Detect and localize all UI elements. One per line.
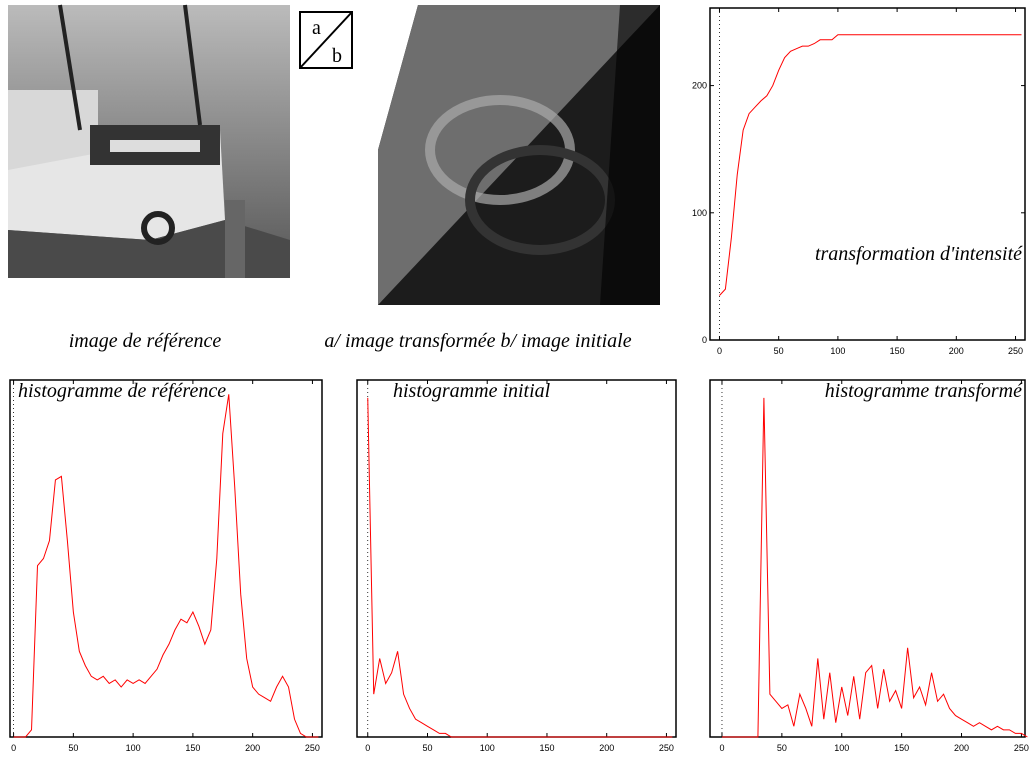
x-tick-label: 0 [365, 743, 370, 753]
x-tick-label: 0 [717, 346, 722, 356]
plot-frame [356, 379, 677, 738]
x-tick-label: 50 [422, 743, 432, 753]
data-line [13, 394, 319, 738]
x-tick-label: 50 [777, 743, 787, 753]
legend-box: a b [299, 11, 353, 69]
x-tick-label: 250 [659, 743, 674, 753]
chart-title: histogramme de référence [18, 380, 226, 402]
plot-frame [709, 379, 1026, 738]
plot-frame [709, 7, 1026, 341]
caption: a/ image transformée b/ image initiale [324, 330, 631, 352]
x-tick-label: 150 [539, 743, 554, 753]
x-tick-label: 200 [954, 743, 969, 753]
x-tick-label: 100 [480, 743, 495, 753]
x-tick-label: 100 [126, 743, 141, 753]
x-tick-label: 250 [305, 743, 320, 753]
x-tick-label: 50 [774, 346, 784, 356]
plot-frame [9, 379, 323, 738]
x-tick-label: 0 [719, 743, 724, 753]
chart-title: histogramme transformé [825, 380, 1023, 402]
data-line [367, 397, 673, 738]
data-line [721, 397, 1028, 738]
data-line [719, 34, 1022, 296]
chart-title: histogramme initial [393, 380, 551, 402]
x-tick-label: 200 [949, 346, 964, 356]
x-tick-label: 150 [894, 743, 909, 753]
x-tick-label: 250 [1014, 743, 1029, 753]
x-tick-label: 200 [245, 743, 260, 753]
caption: image de référence [69, 330, 222, 352]
y-tick-label: 100 [692, 208, 707, 218]
legend-a: a [312, 17, 321, 39]
y-tick-label: 0 [702, 335, 707, 345]
x-tick-label: 100 [830, 346, 845, 356]
reference-photo [8, 4, 290, 278]
chart-title: transformation d'intensité [815, 243, 1023, 265]
y-tick-label: 200 [692, 81, 707, 91]
x-tick-label: 150 [185, 743, 200, 753]
ultrasound-photo [378, 5, 660, 305]
x-tick-label: 200 [599, 743, 614, 753]
x-tick-label: 50 [68, 743, 78, 753]
x-tick-label: 150 [890, 346, 905, 356]
legend-b: b [332, 45, 342, 67]
x-tick-label: 0 [11, 743, 16, 753]
x-tick-label: 100 [834, 743, 849, 753]
x-tick-label: 250 [1008, 346, 1023, 356]
